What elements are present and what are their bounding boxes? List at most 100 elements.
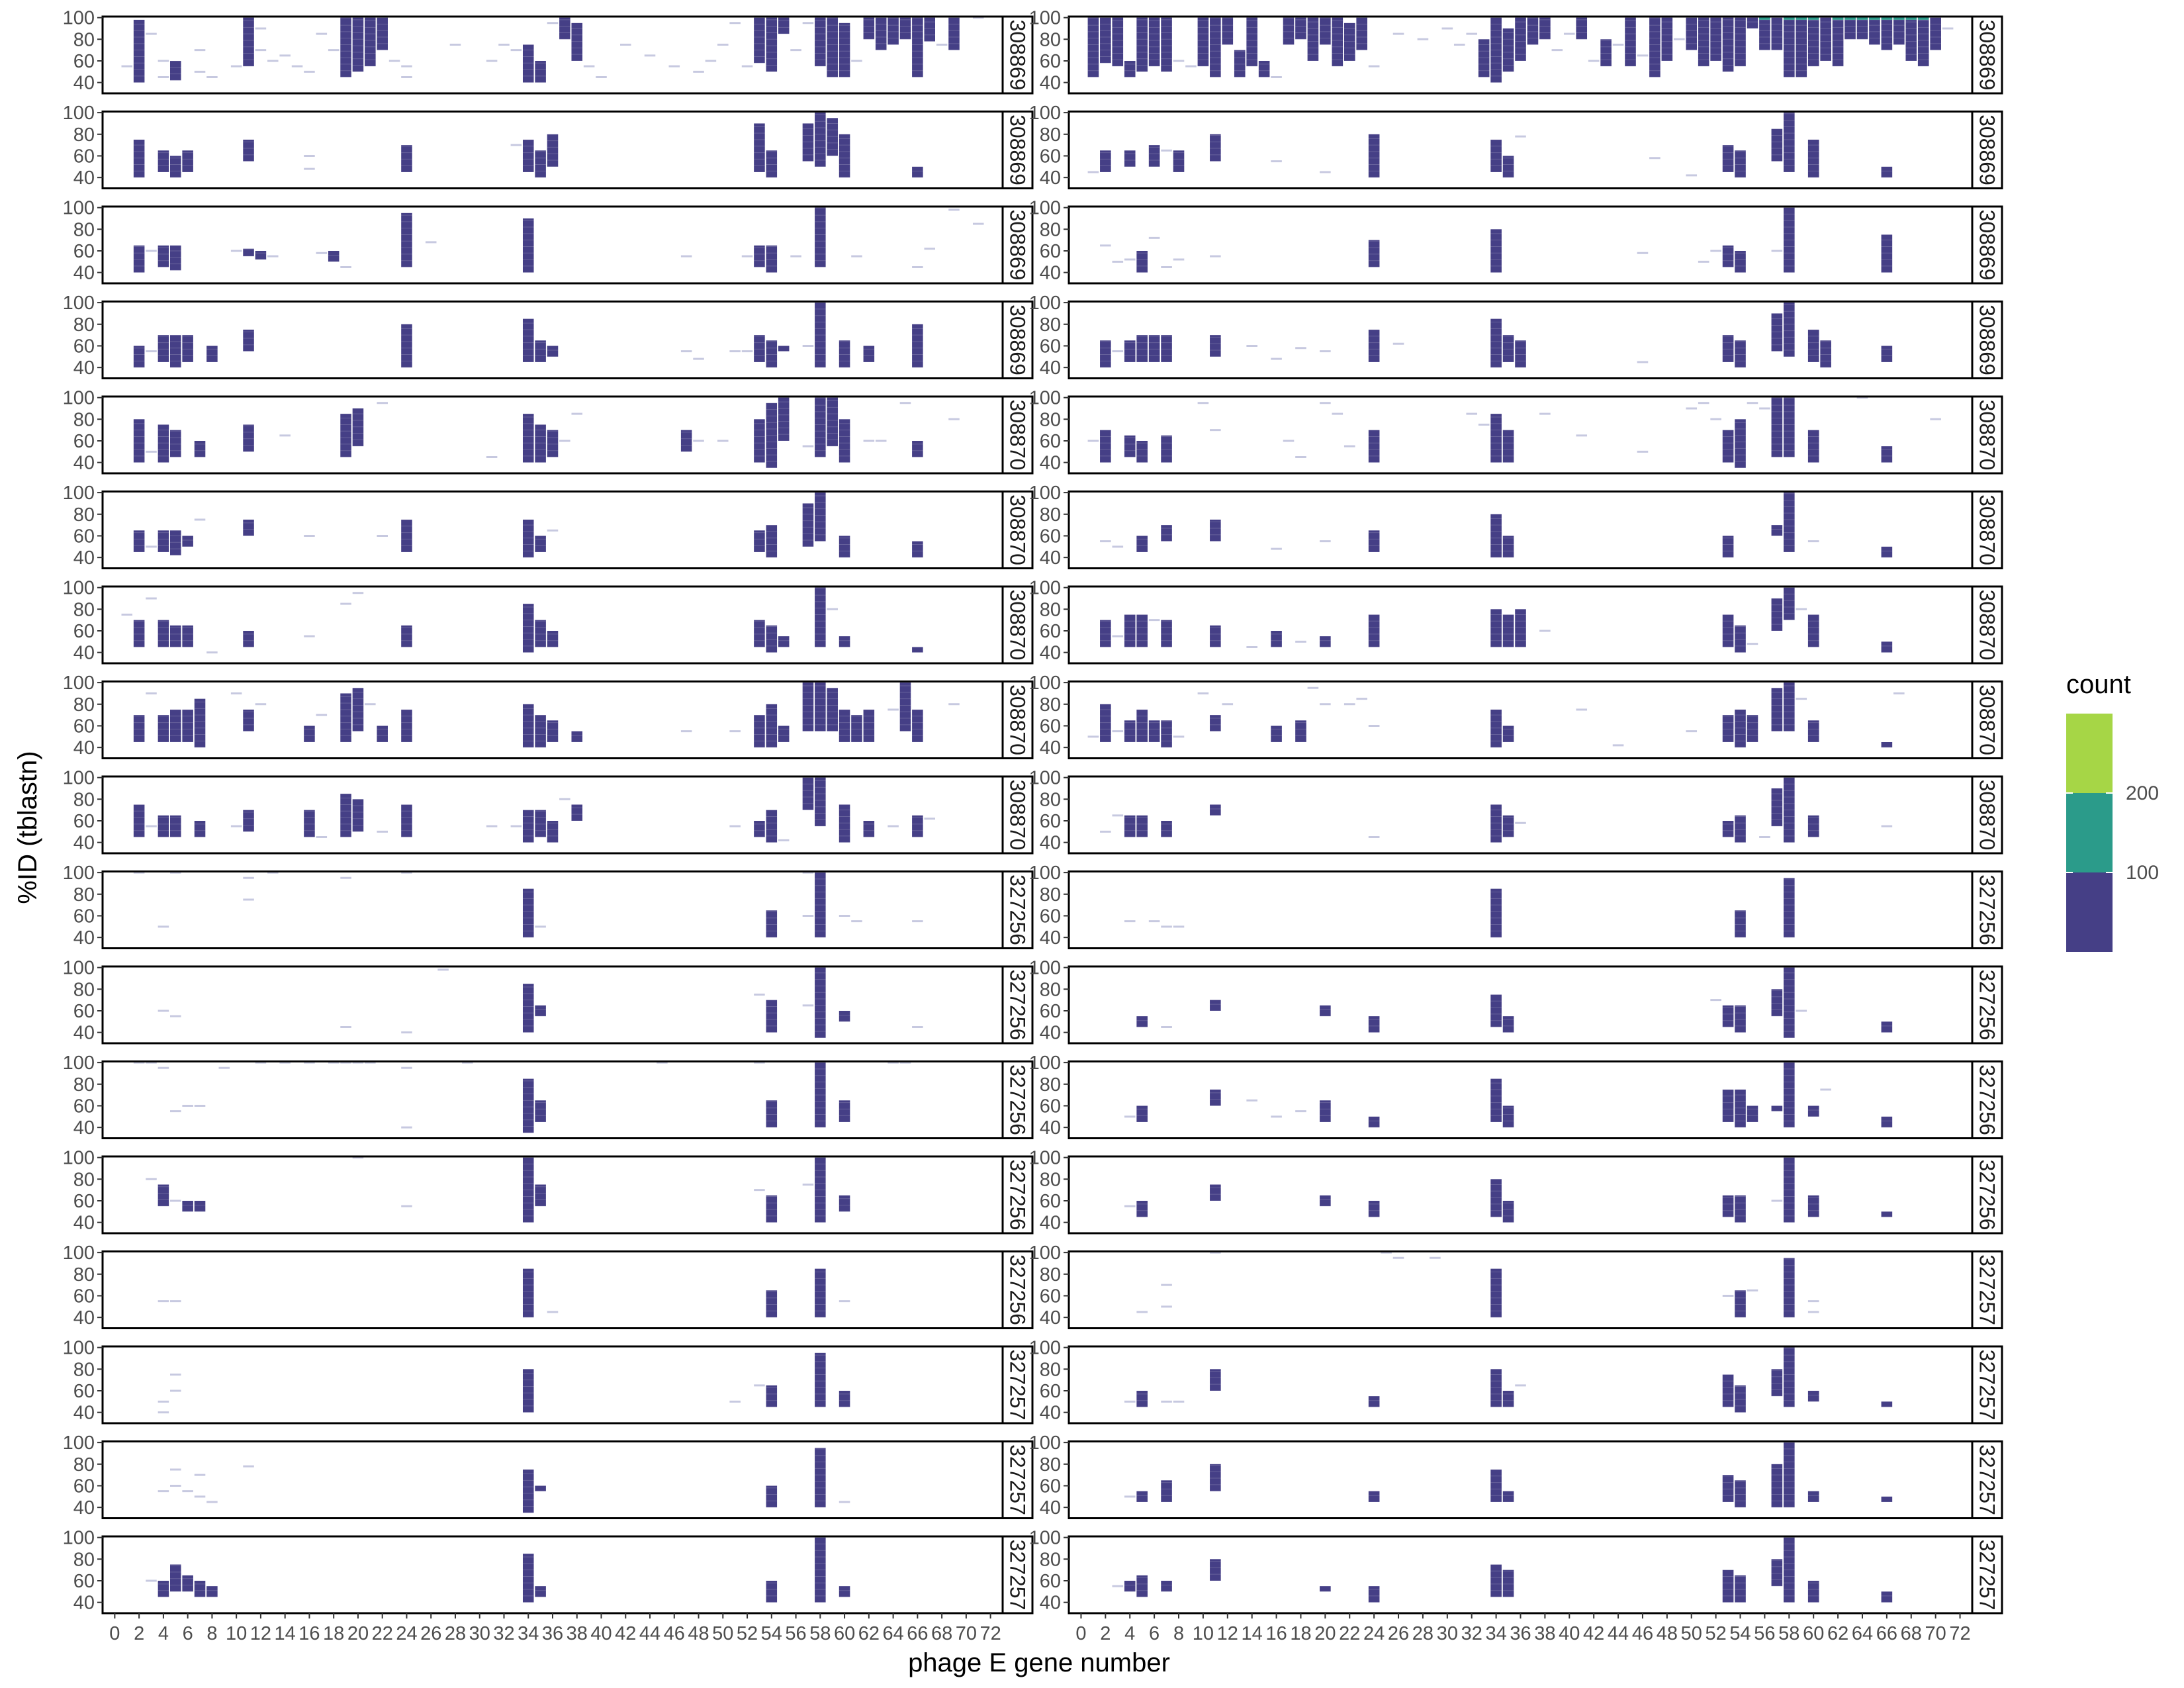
hit-block bbox=[547, 630, 559, 647]
x-tick-label: 30 bbox=[1437, 1623, 1458, 1644]
y-tick-label: 100 bbox=[63, 103, 95, 124]
hit-block bbox=[1320, 1005, 1331, 1017]
hit-block bbox=[1735, 1385, 1746, 1413]
y-tick-label: 40 bbox=[1040, 357, 1061, 379]
facet-strip-label: 308870 bbox=[1006, 684, 1030, 755]
hit-block bbox=[535, 715, 546, 748]
hit-block bbox=[912, 166, 923, 178]
hit-block bbox=[1161, 1480, 1172, 1502]
hit-block bbox=[535, 810, 546, 837]
hit-block bbox=[522, 888, 534, 938]
x-tick-label: 16 bbox=[1265, 1623, 1287, 1644]
y-tick-label: 100 bbox=[63, 1053, 95, 1074]
y-tick-label: 80 bbox=[1040, 409, 1061, 430]
y-tick-label: 100 bbox=[63, 293, 95, 314]
facet-strip-label: 308869 bbox=[1006, 20, 1030, 91]
hit-block bbox=[522, 810, 534, 843]
facet-strip bbox=[1971, 111, 2003, 189]
hit-block bbox=[1576, 17, 1588, 40]
y-tick-label: 60 bbox=[73, 431, 95, 452]
panel-background bbox=[103, 1061, 1003, 1139]
y-tick-label: 60 bbox=[1040, 906, 1061, 927]
x-tick-label: 48 bbox=[1657, 1623, 1678, 1644]
hit-block bbox=[766, 402, 778, 468]
hit-block bbox=[1368, 240, 1380, 267]
hit-block bbox=[1136, 815, 1148, 837]
hit-block bbox=[1735, 17, 1746, 67]
hit-block bbox=[815, 587, 826, 647]
facet-strip bbox=[1971, 1060, 2003, 1139]
hit-block bbox=[1807, 329, 1819, 362]
hit-block bbox=[255, 250, 267, 260]
y-tick-label: 100 bbox=[1029, 578, 1061, 599]
y-tick-label: 40 bbox=[73, 73, 95, 94]
y-tick-label: 40 bbox=[1040, 737, 1061, 759]
x-tick-label: 20 bbox=[1314, 1623, 1336, 1644]
legend-label-100: 100 bbox=[2126, 862, 2159, 884]
facet-strip-label: 327257 bbox=[1006, 1350, 1030, 1421]
hit-block bbox=[1136, 440, 1148, 463]
y-tick-label: 80 bbox=[73, 1454, 95, 1476]
facet-strip-label: 327257 bbox=[1976, 1444, 1999, 1515]
hit-block bbox=[1771, 788, 1783, 827]
hit-block bbox=[547, 346, 559, 357]
hit-block bbox=[1502, 1570, 1514, 1597]
x-tick-label: 42 bbox=[1583, 1623, 1604, 1644]
hit-block bbox=[1722, 1195, 1734, 1217]
y-tick-label: 40 bbox=[73, 263, 95, 284]
hit-block bbox=[1271, 726, 1282, 742]
y-tick-label: 100 bbox=[1029, 768, 1061, 789]
hit-block bbox=[1807, 17, 1819, 67]
hit-block bbox=[680, 430, 692, 452]
hit-block bbox=[766, 17, 778, 72]
y-tick-label: 80 bbox=[73, 789, 95, 810]
facet-strip bbox=[1001, 1060, 1034, 1139]
hit-block bbox=[1148, 335, 1160, 362]
hit-block bbox=[1502, 156, 1514, 178]
facet-strip-label: 308870 bbox=[1006, 780, 1030, 851]
facet-strip-label: 327257 bbox=[1006, 1444, 1030, 1515]
hit-block bbox=[1807, 430, 1819, 463]
hit-block bbox=[522, 414, 534, 463]
hit-block bbox=[815, 207, 826, 267]
hit-block bbox=[401, 804, 412, 837]
facet-strip-label: 308869 bbox=[1006, 210, 1030, 281]
hit-block bbox=[827, 688, 838, 731]
hit-block bbox=[1161, 17, 1172, 72]
hit-block bbox=[766, 1000, 778, 1033]
x-tick-label: 18 bbox=[323, 1623, 344, 1644]
x-tick-label: 28 bbox=[445, 1623, 466, 1644]
hit-block bbox=[1784, 17, 1795, 77]
legend-bin-high bbox=[2066, 714, 2113, 793]
hit-block bbox=[182, 1575, 193, 1592]
y-tick-label: 100 bbox=[1029, 198, 1061, 219]
hit-block bbox=[766, 340, 778, 368]
hit-block bbox=[1210, 519, 1221, 541]
y-tick-label: 100 bbox=[63, 1338, 95, 1359]
hit-block bbox=[948, 17, 960, 50]
hit-block bbox=[1136, 1016, 1148, 1027]
facet-strip-label: 327257 bbox=[1976, 1254, 1999, 1325]
hit-block bbox=[839, 340, 850, 368]
hit-block bbox=[1368, 329, 1380, 362]
hit-block bbox=[1161, 720, 1172, 748]
x-tick-label: 22 bbox=[1339, 1623, 1360, 1644]
panel-marks bbox=[1136, 967, 1893, 1039]
facet-strip-label: 327256 bbox=[1976, 1064, 1999, 1135]
x-tick-label: 6 bbox=[1149, 1623, 1160, 1644]
hit-block bbox=[1368, 530, 1380, 552]
y-tick-label: 100 bbox=[63, 1432, 95, 1454]
y-tick-label: 40 bbox=[73, 1307, 95, 1329]
hit-block bbox=[1490, 17, 1502, 83]
hit-block bbox=[766, 1100, 778, 1128]
hit-block bbox=[1490, 139, 1502, 172]
hit-block bbox=[912, 647, 923, 653]
y-tick-label: 40 bbox=[73, 1213, 95, 1234]
panel-marks bbox=[1136, 1251, 1819, 1318]
facet-strip bbox=[1971, 301, 2003, 379]
